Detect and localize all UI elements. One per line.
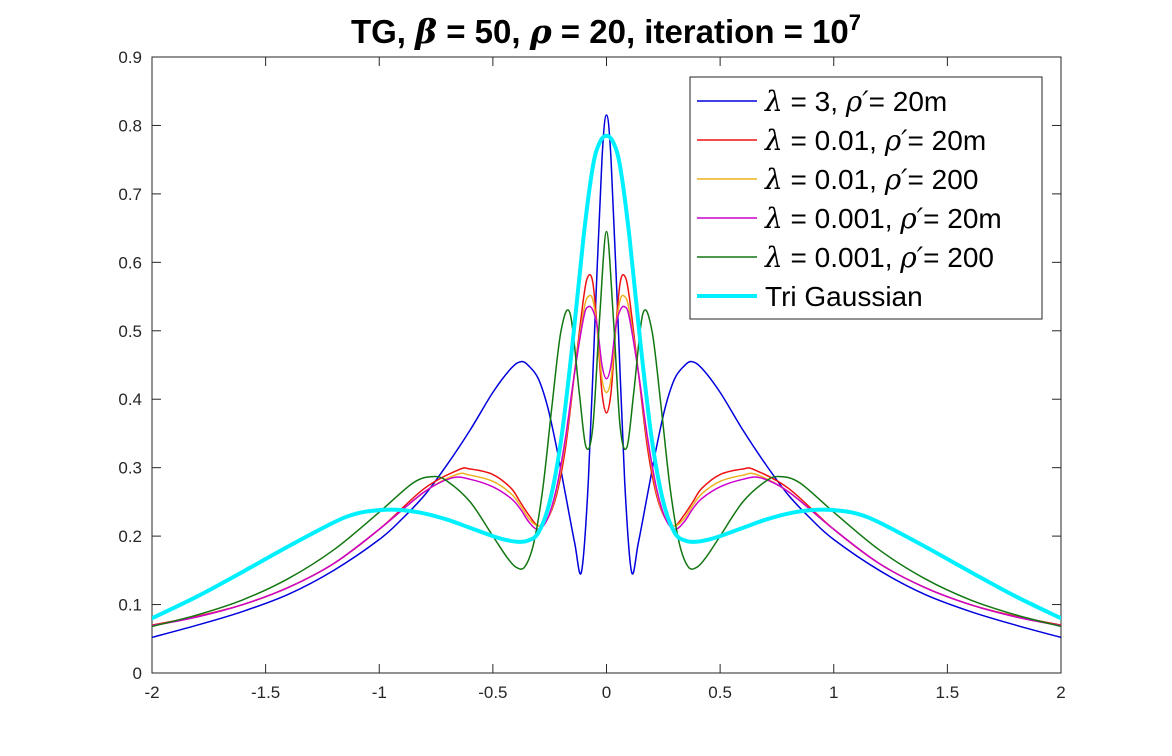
legend-symbol: λ	[764, 85, 783, 118]
legend-text-part: Tri Gaussian	[765, 281, 923, 312]
y-tick-label: 0.7	[118, 185, 142, 204]
legend-entry: λ = 0.01, ρ′= 20m	[697, 124, 986, 157]
title-prefix: TG,	[351, 13, 415, 50]
title-rho-value: = 20, iteration = 10	[552, 13, 849, 50]
title-rho-symbol: ρ	[529, 12, 553, 51]
legend-text-part: = 3,	[783, 86, 846, 117]
x-tick-label: 0.5	[708, 683, 732, 702]
legend-symbol: ρ′	[899, 241, 923, 274]
x-tick-label: -2	[144, 683, 159, 702]
legend-label: λ = 0.01, ρ′= 200	[764, 163, 978, 196]
y-tick-label: 0.4	[118, 390, 142, 409]
title-beta-value: = 50,	[437, 13, 530, 50]
legend-text-part: = 0.01,	[783, 164, 885, 195]
legend-label: λ = 0.01, ρ′= 20m	[764, 124, 986, 157]
legend-label: λ = 0.001, ρ′= 200	[764, 241, 994, 274]
x-tick-label: 2	[1056, 683, 1065, 702]
series-line-6	[152, 133, 1061, 621]
legend-symbol: ρ′	[884, 163, 908, 196]
legend-box	[689, 76, 1043, 320]
y-tick-label: 0.5	[118, 322, 142, 341]
legend-text-part: = 20m	[869, 86, 948, 117]
legend-entry: λ = 0.001, ρ′= 200	[697, 241, 994, 274]
y-tick-label: 0.8	[118, 116, 142, 135]
legend-label: λ = 0.001, ρ′= 20m	[764, 202, 1002, 235]
x-tick-label: 1	[829, 683, 838, 702]
legend-symbol: λ	[764, 124, 783, 157]
y-tick-label: 0.3	[118, 459, 142, 478]
legend-symbol: ρ′	[899, 202, 923, 235]
y-tick-label: 0.9	[118, 48, 142, 67]
series-line-3	[152, 294, 1061, 627]
y-tick-label: 0	[133, 664, 142, 683]
legend-entry: λ = 0.01, ρ′= 200	[697, 163, 978, 196]
chart-title: TG, β = 50, ρ = 20, iteration = 107	[351, 10, 861, 51]
x-tick-label: -1.5	[251, 683, 280, 702]
y-tick-label: 0.2	[118, 527, 142, 546]
series-layer	[152, 114, 1061, 639]
legend-label: Tri Gaussian	[765, 281, 923, 312]
title-beta-symbol: β	[413, 12, 437, 51]
legend-text-part: = 20m	[908, 125, 987, 156]
y-tick-label: 0.1	[118, 596, 142, 615]
series-line-2	[152, 274, 1061, 626]
legend-entry: Tri Gaussian	[697, 281, 923, 312]
x-tick-label: -0.5	[478, 683, 507, 702]
y-tick-label: 0.6	[118, 253, 142, 272]
legend-entry: λ = 3, ρ′= 20m	[697, 85, 947, 118]
legend-label: λ = 3, ρ′= 20m	[764, 85, 947, 118]
legend-text-part: = 200	[908, 164, 979, 195]
legend-text-part: = 200	[923, 242, 994, 273]
x-tick-label: -1	[372, 683, 387, 702]
legend-symbol: λ	[764, 202, 783, 235]
title-exponent: 7	[849, 10, 861, 35]
legend-symbol: ρ′	[884, 124, 908, 157]
axis-layer: -2 -1.5 -1 -0.5 0 0.5 1 1.5 2 0 0.1 0.2 0.3 0.4 0.5 0.6…	[118, 48, 1065, 702]
legend-text-part: = 20m	[923, 203, 1002, 234]
series-line-5	[152, 230, 1061, 628]
legend-text-part: = 0.001,	[783, 203, 901, 234]
legend-symbol: λ	[764, 163, 783, 196]
legend-entry: λ = 0.001, ρ′= 20m	[697, 202, 1002, 235]
legend-symbol: λ	[764, 241, 783, 274]
legend-text-part: = 0.001,	[783, 242, 901, 273]
legend-text-part: = 0.01,	[783, 125, 885, 156]
series-line-1	[152, 114, 1061, 639]
x-tick-label: 0	[602, 683, 611, 702]
legend-symbol: ρ′	[845, 85, 869, 118]
x-tick-label: 1.5	[936, 683, 960, 702]
series-line-4	[152, 305, 1061, 627]
